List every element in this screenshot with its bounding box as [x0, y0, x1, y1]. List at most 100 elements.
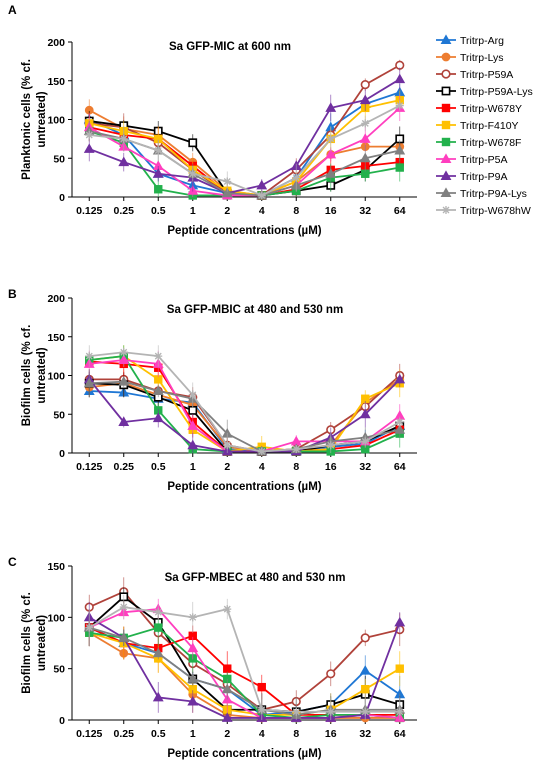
y-tick-label: 50 — [53, 153, 65, 165]
data-point — [326, 707, 335, 716]
x-tick-label: 32 — [359, 205, 371, 217]
legend-label: Tritrp-F410Y — [460, 120, 519, 132]
series-tritrp-w678f — [85, 609, 404, 723]
series-tritrp-w678hw — [85, 345, 404, 456]
chart-title: Sa GFP-MBEC at 480 and 530 nm — [165, 572, 346, 584]
data-point — [188, 405, 198, 415]
series-line — [88, 631, 400, 719]
legend-marker — [440, 187, 452, 197]
data-point — [223, 441, 232, 450]
legend-marker — [442, 206, 450, 214]
data-point — [187, 695, 199, 706]
x-tick-label: 2 — [224, 728, 230, 740]
data-point — [118, 376, 130, 386]
panel-c: C Sa GFP-MBEC at 480 and 530 nm 0 50 100 150 0… — [8, 555, 417, 760]
data-point — [188, 613, 197, 622]
x-tick-label: 2 — [224, 461, 230, 473]
series-line — [89, 355, 401, 453]
x-axis-label: Peptide concentrations (µM) — [167, 481, 321, 493]
x-tick-label: 16 — [325, 461, 337, 473]
data-point — [187, 439, 199, 450]
x-tick-label: 4 — [259, 728, 265, 740]
legend-item: Tritrp-W678F — [436, 137, 521, 149]
data-point — [359, 665, 371, 675]
data-point — [325, 148, 337, 159]
data-point — [395, 101, 404, 110]
data-point — [395, 163, 404, 172]
legend-marker — [441, 120, 451, 130]
y-tick-label: 100 — [47, 371, 65, 383]
x-tick-label: 8 — [293, 205, 299, 217]
y-tick-label: 200 — [47, 293, 65, 305]
data-point — [118, 156, 130, 167]
legend-marker — [441, 52, 451, 62]
data-point — [188, 169, 197, 178]
series-tritrp-lys — [84, 99, 405, 200]
panel-letter: B — [8, 287, 17, 301]
legend-label: Tritrp-W678Y — [460, 103, 522, 115]
data-point — [361, 707, 370, 716]
data-point — [85, 352, 94, 361]
x-tick-label: 0.125 — [76, 461, 102, 473]
data-point — [154, 608, 163, 617]
data-point — [256, 179, 268, 190]
x-tick-label: 64 — [394, 728, 406, 740]
x-tick-label: 0.125 — [76, 205, 102, 217]
data-point — [359, 152, 371, 163]
data-point — [326, 669, 336, 679]
data-point — [257, 682, 266, 692]
series-line — [89, 626, 400, 719]
chart-title: Sa GFP-MIC at 600 nm — [169, 41, 291, 53]
legend-marker — [440, 153, 452, 163]
legend-label: Tritrp-W678hW — [460, 205, 531, 217]
series-line — [88, 626, 400, 716]
data-point — [154, 623, 163, 632]
data-point — [187, 642, 199, 653]
data-point — [152, 385, 164, 395]
data-point — [361, 437, 370, 446]
series-line — [89, 351, 401, 453]
x-tick-label: 8 — [293, 728, 299, 740]
data-point — [85, 131, 94, 139]
data-point — [292, 707, 301, 716]
data-point — [257, 447, 266, 456]
legend-label: Tritrp-P9A — [460, 171, 507, 183]
y-axis-label-line: Planktonic cells (% cf. — [21, 59, 33, 180]
x-tick-label: 64 — [394, 461, 406, 473]
data-point — [325, 102, 337, 112]
panel-letter: C — [8, 555, 17, 569]
legend-label: Tritrp-P5A — [460, 154, 507, 166]
data-point — [221, 187, 233, 198]
x-tick-label: 16 — [325, 205, 337, 217]
legend-marker — [440, 34, 452, 44]
data-point — [326, 441, 335, 450]
x-tick-label: 0.5 — [151, 728, 166, 740]
data-point — [394, 424, 406, 434]
y-tick-label: 50 — [53, 409, 65, 421]
data-point — [152, 647, 164, 658]
x-tick-label: 0.125 — [76, 728, 102, 740]
x-tick-label: 2 — [224, 205, 230, 217]
x-tick-label: 32 — [359, 461, 371, 473]
panel-a: A Sa GFP-MIC at 600 nm 0 50 100 150 200 0.125 0.… — [8, 3, 417, 237]
x-tick-label: 1 — [190, 728, 196, 740]
y-axis-label-line: Biofilm cells (% cf. — [21, 325, 33, 427]
x-tick-label: 4 — [259, 461, 265, 473]
data-point — [154, 352, 163, 361]
series-line — [89, 390, 401, 453]
data-point — [326, 134, 335, 143]
data-point — [118, 632, 130, 642]
data-point — [223, 177, 232, 186]
y-tick-label: 100 — [47, 115, 65, 127]
series-tritrp-arg — [83, 609, 406, 720]
series-line — [88, 606, 400, 713]
x-tick-label: 4 — [259, 205, 265, 217]
legend-item: Tritrp-Lys — [436, 52, 504, 64]
series-tritrp-w678hw — [85, 100, 404, 200]
series-line — [88, 107, 401, 197]
data-point — [394, 73, 406, 84]
data-point — [118, 354, 130, 364]
series-line — [89, 355, 401, 453]
series-tritrp-f410y — [85, 89, 404, 200]
